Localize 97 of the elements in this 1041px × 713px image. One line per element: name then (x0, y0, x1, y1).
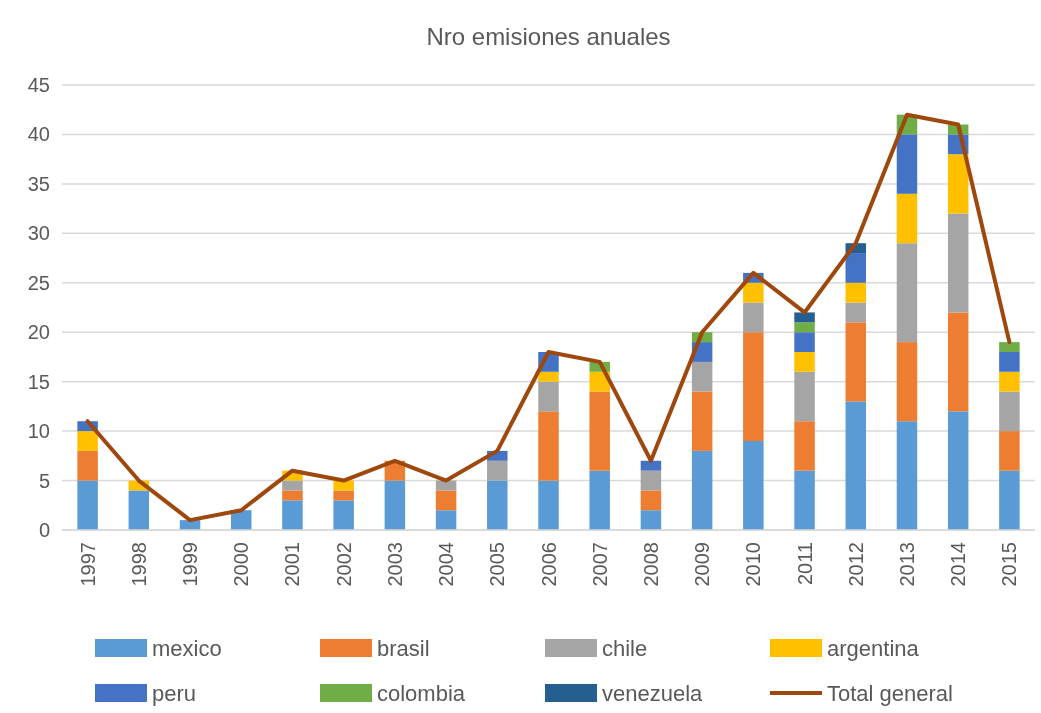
x-tick-label: 2011 (793, 542, 816, 586)
y-tick-label: 40 (27, 123, 50, 146)
bar (947, 154, 969, 214)
bar (794, 470, 815, 530)
bar (691, 361, 713, 392)
x-tick-label: 2002 (332, 542, 355, 587)
x-tick-label: 2014 (947, 542, 970, 587)
x-tick-label: 1998 (127, 542, 150, 587)
bar (589, 470, 610, 530)
x-tick-label: 2007 (588, 542, 611, 587)
y-tick-label: 20 (27, 321, 50, 344)
bar (845, 253, 867, 283)
bar (845, 302, 867, 323)
bar (487, 460, 508, 481)
bar (77, 431, 98, 451)
bar (282, 490, 303, 501)
bar (896, 421, 918, 530)
y-tick-label: 10 (27, 420, 50, 443)
bar (896, 243, 918, 343)
bar (640, 490, 662, 511)
x-tick-label: 2015 (998, 542, 1021, 587)
y-tick-label: 0 (38, 519, 50, 541)
bar (333, 490, 354, 501)
bar (538, 381, 559, 412)
x-tick-label: 2006 (537, 542, 560, 587)
bar (999, 342, 1020, 352)
bar (947, 411, 969, 530)
legend-label: colombia (377, 680, 466, 706)
bar (691, 450, 713, 530)
bar (538, 480, 559, 530)
bar (282, 480, 303, 491)
bar (896, 342, 918, 422)
x-tick-label: 2003 (383, 542, 406, 587)
bar (896, 134, 918, 194)
bar (538, 371, 559, 382)
bar (640, 470, 662, 491)
bar (845, 401, 867, 530)
bar (487, 480, 508, 530)
chart-title: Nro emisiones anuales (426, 23, 671, 50)
bar (794, 322, 815, 333)
bar (333, 500, 354, 530)
bar (538, 411, 559, 481)
bar (77, 450, 98, 481)
bar (845, 322, 867, 402)
x-tick-label: 2009 (691, 542, 714, 587)
bar (947, 213, 969, 313)
legend-label: venezuela (602, 680, 704, 706)
legend-label: brasil (377, 635, 430, 661)
bar (691, 391, 713, 451)
bar (640, 510, 662, 530)
x-tick-label: 2008 (639, 542, 662, 587)
x-tick-label: 2013 (895, 542, 918, 587)
bar (743, 332, 764, 441)
bar (743, 282, 764, 303)
legend-label: mexico (152, 635, 222, 661)
line-series (85, 112, 1012, 523)
bar (947, 312, 969, 412)
bar (794, 332, 815, 352)
y-tick-label: 35 (27, 172, 50, 195)
bar (589, 391, 610, 471)
bar (435, 490, 457, 511)
bar (999, 352, 1020, 372)
x-tick-label: 1997 (76, 542, 99, 587)
bar (845, 282, 867, 303)
bar (896, 193, 918, 244)
legend-label: Total general (827, 680, 953, 706)
y-tick-label: 15 (27, 370, 50, 393)
x-tick-label: 2012 (844, 542, 867, 587)
y-tick-label: 45 (27, 74, 50, 96)
bar (435, 510, 457, 530)
bar (640, 460, 662, 471)
bar (128, 490, 150, 530)
bar (794, 371, 815, 422)
bar (999, 431, 1020, 471)
bar (794, 421, 815, 471)
bar (999, 371, 1020, 392)
y-tick-label: 5 (38, 469, 50, 492)
legend-label: argentina (827, 635, 920, 661)
legend-label: peru (152, 680, 197, 706)
bar (743, 441, 764, 530)
bar (794, 352, 815, 372)
x-tick-label: 2000 (230, 542, 253, 587)
bar (282, 500, 303, 530)
x-tick-label: 1999 (179, 542, 202, 587)
bar (999, 391, 1020, 432)
y-tick-label: 25 (27, 271, 50, 294)
legend-label: chile (602, 635, 648, 661)
x-tick-label: 2005 (486, 542, 509, 587)
bar (794, 312, 815, 323)
x-tick-label: 2004 (435, 542, 458, 587)
bar (743, 302, 764, 333)
x-tick-label: 2001 (281, 542, 304, 587)
bar (999, 470, 1020, 530)
y-tick-label: 30 (27, 222, 50, 245)
bar (384, 480, 406, 530)
x-tick-label: 2010 (742, 542, 765, 587)
bar (77, 480, 98, 530)
